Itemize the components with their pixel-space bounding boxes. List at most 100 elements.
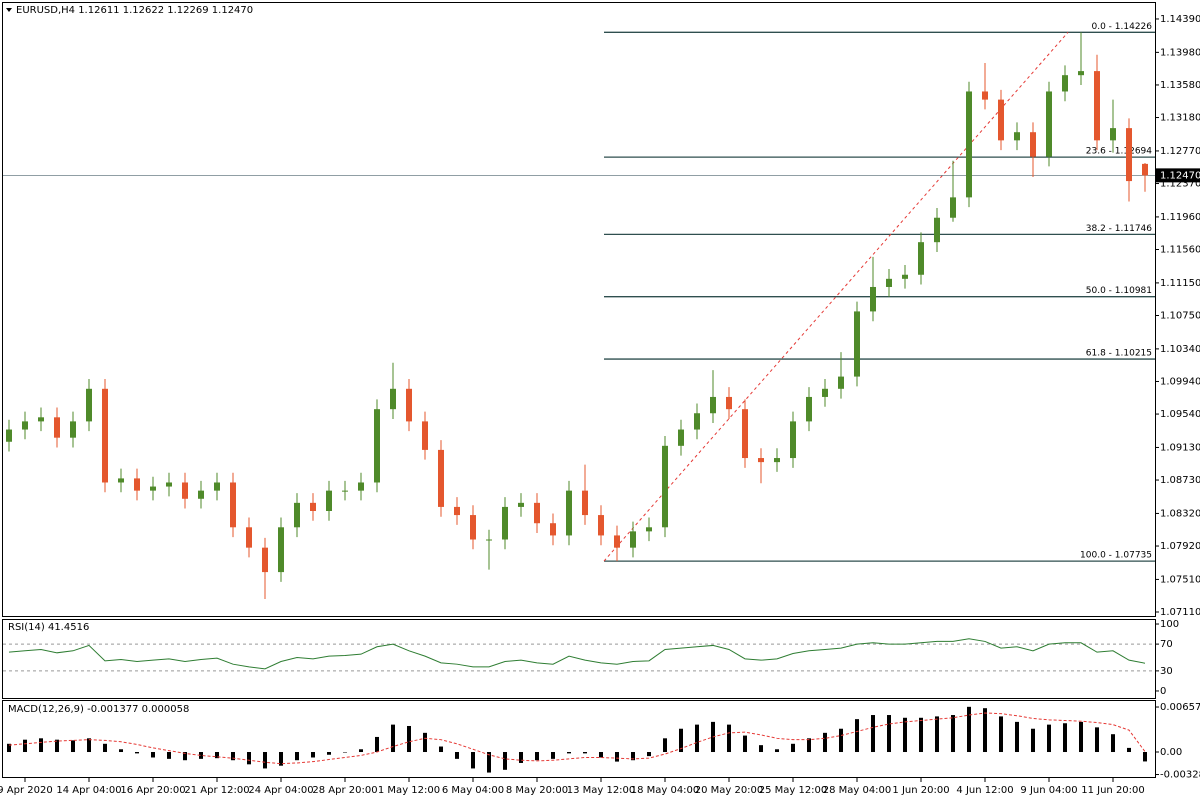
candle-body [1094,71,1100,141]
candle-body [470,515,476,540]
candle-body [1030,132,1036,157]
macd-bar [695,724,699,753]
main-panel [2,2,1156,617]
y-tick-label: 1.07510 [1160,574,1200,585]
fib-label: 50.0 - 1.10981 [1086,286,1152,296]
macd-bar [55,739,59,753]
candle-body [262,547,268,573]
macd-bar [647,752,651,757]
candle-body [454,506,460,516]
macd-bar [871,715,875,753]
y-tick-label: 1.09940 [1160,376,1200,387]
macd-bar [663,738,667,753]
x-tick-label: 13 May 12:00 [567,785,636,796]
candle-body [86,388,92,422]
candle-body [1078,71,1084,76]
macd-bar [471,752,475,769]
x-tick-label: 21 Apr 12:00 [184,785,249,796]
candle-body [902,274,908,279]
y-tick-label: 1.10340 [1160,344,1200,355]
candle-body [582,490,588,516]
macd-bar [279,752,283,766]
candle-body [230,482,236,528]
y-tick-label: 1.09130 [1160,442,1200,453]
macd-bar [375,736,379,753]
rsi-panel [2,619,1156,699]
macd-bar [455,752,459,759]
candle-body [1046,91,1052,157]
macd-bar [23,739,27,753]
menu-arrow[interactable] [6,8,12,12]
candle-body [310,502,316,511]
macd-bar [839,728,843,753]
macd-bar [183,752,187,761]
candle-body [806,396,812,422]
macd-bar [551,752,555,759]
candle-body [70,421,76,438]
macd-bar [791,743,795,753]
y-tick-label: 0 [1160,686,1166,697]
candle-body [854,311,860,377]
y-tick-label: 1.12770 [1160,146,1200,157]
candle-body [358,482,364,491]
macd-bar [407,725,411,753]
rsi-title: RSI(14) 41.4516 [8,622,89,633]
last-price-box [1156,168,1200,183]
macd-bar [775,749,779,753]
macd-bar [39,738,43,753]
macd-bar [615,752,619,762]
fib-label: 38.2 - 1.11746 [1086,224,1152,234]
candle-body [726,396,732,410]
candle-body [1142,163,1148,176]
x-tick-label: 16 Apr 20:00 [120,785,185,796]
macd-bar [343,752,347,753]
candle-body [566,490,572,536]
macd-bar [295,752,299,761]
macd-bar [359,749,363,753]
y-tick-label: 1.13180 [1160,113,1200,124]
y-tick-label: 1.11560 [1160,245,1200,256]
candle-body [966,91,972,198]
candle-body [486,539,492,541]
macd-bar [919,717,923,753]
candle-body [550,523,556,536]
macd-bar [743,735,747,753]
macd-bar [935,716,939,753]
candle-body [422,421,428,450]
candle-body [630,531,636,548]
macd-bar [87,738,91,753]
macd-bar [311,752,315,758]
candle-body [838,376,844,389]
candle-body [342,490,348,492]
candle-body [1014,132,1020,141]
candle-body [646,527,652,532]
x-tick-label: 1 Jun 20:00 [892,785,949,796]
x-tick-label: 8 May 20:00 [506,785,568,796]
y-tick-label: 1.13580 [1160,80,1200,91]
macd-bar [231,752,235,761]
x-tick-label: 25 May 12:00 [759,785,828,796]
macd-bar [1111,734,1115,753]
candle-body [758,458,764,463]
candle-body [390,388,396,410]
candle-body [694,413,700,430]
y-tick-label: 1.09540 [1160,409,1200,420]
fib-label: 23.6 - 1.12694 [1086,147,1152,157]
candle-body [182,482,188,499]
macd-bar [247,752,251,765]
macd-bar [599,752,603,758]
candle-body [662,445,668,528]
candle-body [502,506,508,540]
candle-body [326,490,332,511]
main-title: EURUSD,H4 1.12611 1.12622 1.12269 1.1247… [16,5,253,16]
y-tick-label: 100 [1160,619,1179,630]
candle-body [214,482,220,491]
macd-bar [1127,747,1131,753]
macd-bar [1063,723,1067,753]
macd-bar [535,752,539,761]
candle-body [710,396,716,414]
y-tick-label: 70 [1160,639,1173,650]
candle-body [278,527,284,573]
macd-bar [439,746,443,753]
candle-body [870,286,876,312]
